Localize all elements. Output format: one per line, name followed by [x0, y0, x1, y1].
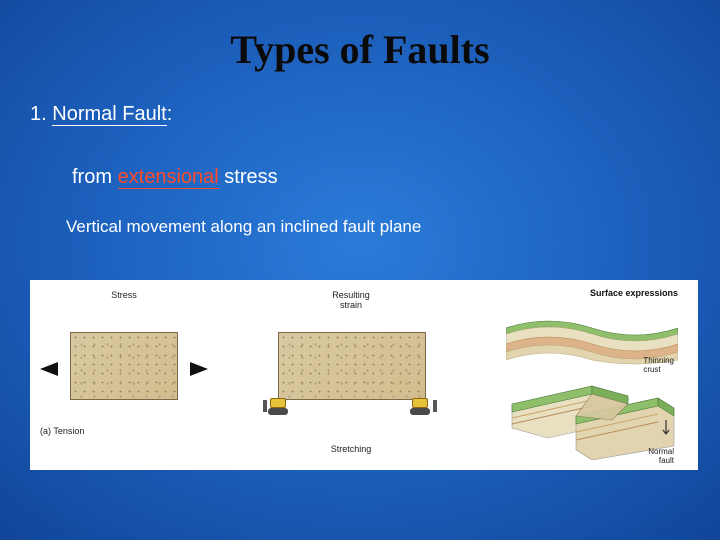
strain-column: Resulting strain Stretching — [220, 286, 482, 464]
thinning-crust-label: Thinning crust — [643, 356, 674, 374]
stress-column: Stress (a) Tension — [36, 286, 212, 464]
bulldozer-right-icon — [406, 396, 436, 416]
bullet1-underlined: Normal Fault — [52, 103, 166, 126]
diagram-panel: Stress (a) Tension Resulting strain Stre… — [30, 280, 698, 470]
bullet-extensional-stress: from extensional stress — [0, 166, 720, 189]
diagram-inner: Stress (a) Tension Resulting strain Stre… — [36, 286, 692, 464]
stretching-label: Stretching — [220, 444, 482, 454]
bullet2-suffix: stress — [219, 166, 278, 188]
surface-expressions-title: Surface expressions — [590, 288, 678, 298]
bullet1-suffix: : — [167, 103, 173, 125]
bullet1-prefix: 1. — [30, 103, 52, 125]
bullet2-highlight: extensional — [118, 166, 219, 189]
tension-arrow-left-icon — [40, 362, 58, 376]
bullet-normal-fault: 1. Normal Fault: — [0, 103, 720, 126]
bullet2-prefix: from — [72, 166, 118, 188]
bullet-vertical-movement: Vertical movement along an inclined faul… — [0, 217, 720, 237]
normal-fault-label: Normal fault — [648, 447, 674, 465]
slide-title: Types of Faults — [0, 0, 720, 103]
bulldozer-left-icon — [264, 396, 294, 416]
stress-label: Stress — [36, 290, 212, 300]
tension-arrow-right-icon — [190, 362, 208, 376]
tension-caption: (a) Tension — [40, 426, 84, 436]
strain-label: Resulting strain — [220, 290, 482, 310]
surface-column: Surface expressions Thinning crust — [490, 286, 684, 464]
stress-rock-block — [70, 332, 178, 400]
strain-rock-block — [278, 332, 426, 400]
